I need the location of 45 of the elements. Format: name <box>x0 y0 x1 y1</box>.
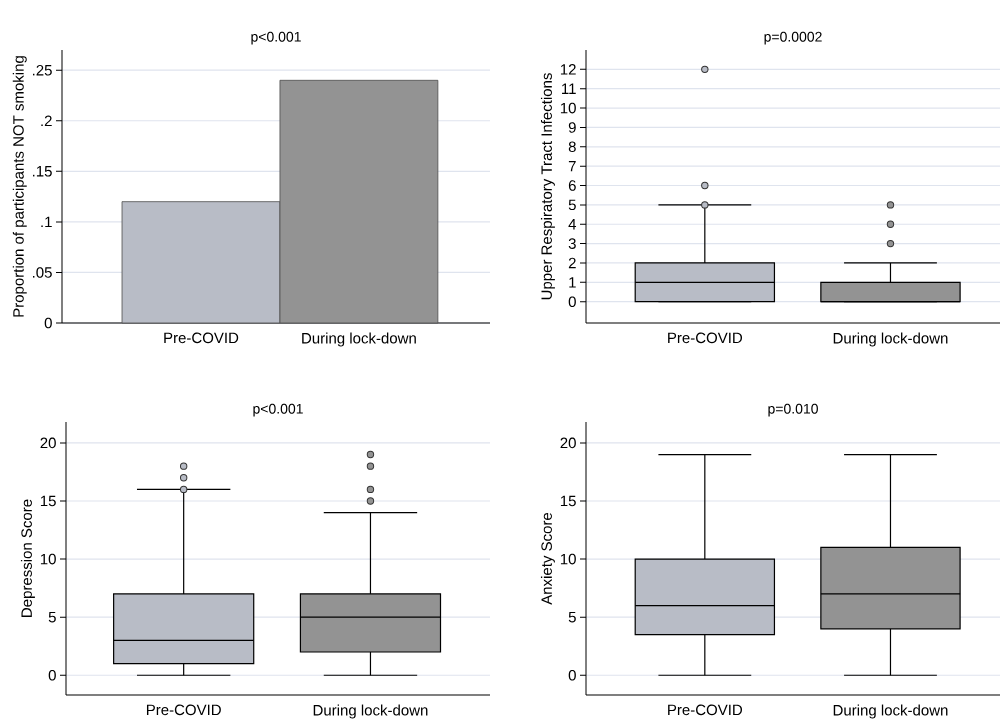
y-tick-label: 0 <box>44 317 52 329</box>
y-tick-label: 15 <box>560 495 576 507</box>
x-tick-label: Pre-COVID <box>668 332 743 344</box>
y-axis-title: Anxiety Score <box>540 512 555 605</box>
y-tick-label: 10 <box>40 553 56 565</box>
y-tick-label: 1 <box>569 277 576 288</box>
y-tick-label: .05 <box>32 267 52 278</box>
y-tick-label: 11 <box>562 83 576 94</box>
chart-title: p=0.010 <box>768 403 818 417</box>
x-tick-label: Pre-COVID <box>668 704 743 716</box>
y-tick-label: 0 <box>568 296 576 307</box>
y-tick-label: 5 <box>568 611 576 623</box>
y-tick-label: 9 <box>568 122 576 133</box>
y-axis-title: Upper Respiratory Tract Infections <box>540 73 555 300</box>
y-tick-label: .15 <box>32 166 52 177</box>
y-tick-label: 5 <box>48 611 56 623</box>
y-tick-label: 12 <box>560 64 576 75</box>
x-tick-label: Pre-COVID <box>146 704 221 716</box>
x-tick-label: During lock-down <box>833 704 948 719</box>
y-tick-label: 0 <box>568 669 576 681</box>
y-tick-label: .1 <box>41 216 52 228</box>
chart-title: p<0.001 <box>251 31 301 45</box>
y-tick-label: 7 <box>568 161 576 172</box>
y-tick-label: 6 <box>568 180 576 191</box>
x-tick-label: During lock-down <box>833 332 948 347</box>
x-tick-label: During lock-down <box>302 332 416 347</box>
y-tick-label: 5 <box>568 199 576 211</box>
y-tick-label: 0 <box>48 669 56 681</box>
y-tick-label: .2 <box>41 115 52 127</box>
y-tick-label: 8 <box>568 141 576 153</box>
y-tick-label: 10 <box>560 553 576 565</box>
y-tick-label: 20 <box>40 437 56 449</box>
y-tick-label: 4 <box>568 219 577 230</box>
y-tick-label: 3 <box>568 238 576 249</box>
chart-title: p<0.001 <box>253 403 303 417</box>
y-tick-label: 10 <box>560 102 576 114</box>
x-tick-label: During lock-down <box>313 704 428 719</box>
y-tick-label: 15 <box>40 495 56 507</box>
y-tick-label: .25 <box>32 64 52 76</box>
y-tick-label: 2 <box>568 257 576 269</box>
chart-title: p=0.0002 <box>764 31 822 45</box>
y-axis-title: Depression Score <box>20 499 35 617</box>
y-tick-label: 20 <box>560 437 576 449</box>
x-tick-label: Pre-COVID <box>164 332 239 344</box>
y-axis-title: Proportion of participants NOT smoking <box>12 56 27 317</box>
